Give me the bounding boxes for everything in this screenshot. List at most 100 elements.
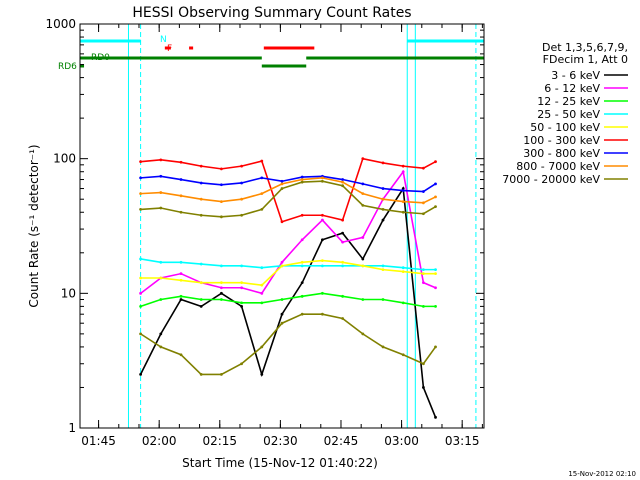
data-point xyxy=(401,353,405,357)
data-point xyxy=(220,215,223,219)
x-axis-label: Start Time (15-Nov-12 01:40:22) xyxy=(182,456,378,470)
series-line-4 xyxy=(140,259,436,286)
y-tick-label: 100 xyxy=(53,152,76,166)
data-point xyxy=(422,212,425,216)
data-point xyxy=(179,278,183,282)
data-point xyxy=(422,166,425,170)
data-point xyxy=(422,304,425,308)
data-point xyxy=(341,260,344,264)
data-point xyxy=(361,192,365,196)
data-point xyxy=(179,160,183,164)
data-point xyxy=(341,294,344,298)
data-point xyxy=(260,345,264,349)
data-point xyxy=(341,264,344,268)
series-line-6 xyxy=(140,175,436,193)
data-point xyxy=(321,213,324,217)
data-point xyxy=(199,213,203,217)
data-point xyxy=(199,197,203,201)
data-point xyxy=(220,286,223,290)
data-point xyxy=(341,178,344,181)
data-point xyxy=(422,272,425,276)
data-point xyxy=(300,213,304,217)
data-point xyxy=(220,200,223,203)
data-point xyxy=(260,176,264,180)
data-point xyxy=(220,167,223,171)
data-point xyxy=(199,304,203,308)
legend-entry-label: 50 - 100 keV xyxy=(530,121,600,134)
data-point xyxy=(401,200,405,203)
series-line-0 xyxy=(139,186,437,418)
data-point xyxy=(280,321,284,325)
data-point xyxy=(300,238,304,242)
data-point xyxy=(220,183,223,187)
data-point xyxy=(260,192,264,196)
data-point xyxy=(401,187,405,190)
legend-entry-label: 7000 - 20000 keV xyxy=(502,173,600,186)
data-point xyxy=(381,187,385,190)
data-point xyxy=(220,298,223,301)
data-point xyxy=(434,205,437,209)
data-point xyxy=(321,291,324,295)
data-point xyxy=(300,312,304,316)
x-tick-label: 01:45 xyxy=(81,434,116,448)
data-point xyxy=(280,264,284,268)
data-point xyxy=(139,276,143,280)
data-point xyxy=(159,158,163,162)
series-line-1 xyxy=(140,169,436,295)
data-point xyxy=(361,264,365,268)
data-point xyxy=(401,266,405,270)
data-point xyxy=(220,291,223,295)
data-point xyxy=(199,298,203,301)
data-point xyxy=(361,203,365,207)
data-point xyxy=(381,161,385,165)
timestamp-label: 15-Nov-2012 02:10 xyxy=(568,470,636,478)
x-tick-label: 02:45 xyxy=(324,434,359,448)
data-point xyxy=(280,187,284,190)
data-point xyxy=(220,264,223,268)
data-point xyxy=(280,312,284,316)
legend-entry-label: 300 - 800 keV xyxy=(523,147,600,160)
legend-entry-label: 3 - 6 keV xyxy=(551,69,600,82)
data-point xyxy=(179,298,183,301)
data-point xyxy=(300,264,304,268)
data-point xyxy=(321,176,324,180)
data-point xyxy=(434,195,437,199)
data-point xyxy=(159,260,163,264)
data-point xyxy=(361,332,365,336)
x-tick-label: 02:00 xyxy=(142,434,177,448)
data-point xyxy=(199,373,203,376)
data-point xyxy=(381,298,385,301)
data-point xyxy=(341,240,344,244)
data-point xyxy=(401,270,405,274)
data-point xyxy=(139,208,143,211)
data-point xyxy=(434,304,437,308)
series-line-3 xyxy=(140,258,436,271)
data-point xyxy=(139,160,143,164)
x-tick-label: 03:00 xyxy=(384,434,419,448)
data-point xyxy=(401,170,405,174)
y-tick-label: 1 xyxy=(68,421,76,435)
data-point xyxy=(381,345,385,349)
data-point xyxy=(361,257,365,261)
data-point xyxy=(341,218,344,222)
y-axis: 1 10 100 1000 xyxy=(45,17,484,435)
data-point xyxy=(179,353,183,357)
data-point xyxy=(159,276,163,280)
data-point xyxy=(179,210,183,214)
legend-entry-label: 25 - 50 keV xyxy=(537,108,600,121)
x-axis: 01:45 02:00 02:15 02:30 02:45 03:00 03:15 xyxy=(81,24,483,448)
data-point xyxy=(361,236,365,239)
data-point xyxy=(434,415,437,419)
legend-entry-label: 100 - 300 keV xyxy=(523,134,600,147)
x-tick-label: 02:15 xyxy=(202,434,237,448)
legend-header: FDecim 1, Att 0 xyxy=(543,53,628,66)
data-point xyxy=(240,304,244,308)
data-point xyxy=(159,298,163,301)
legend-entry-label: 800 - 7000 keV xyxy=(516,160,600,173)
series-line-9 xyxy=(140,313,437,376)
y-axis-label: Count Rate (s⁻¹ detector⁻¹) xyxy=(27,144,41,307)
x-tick-label: 03:15 xyxy=(445,434,480,448)
data-point xyxy=(434,272,437,276)
data-point xyxy=(260,283,264,287)
data-point xyxy=(361,182,365,186)
